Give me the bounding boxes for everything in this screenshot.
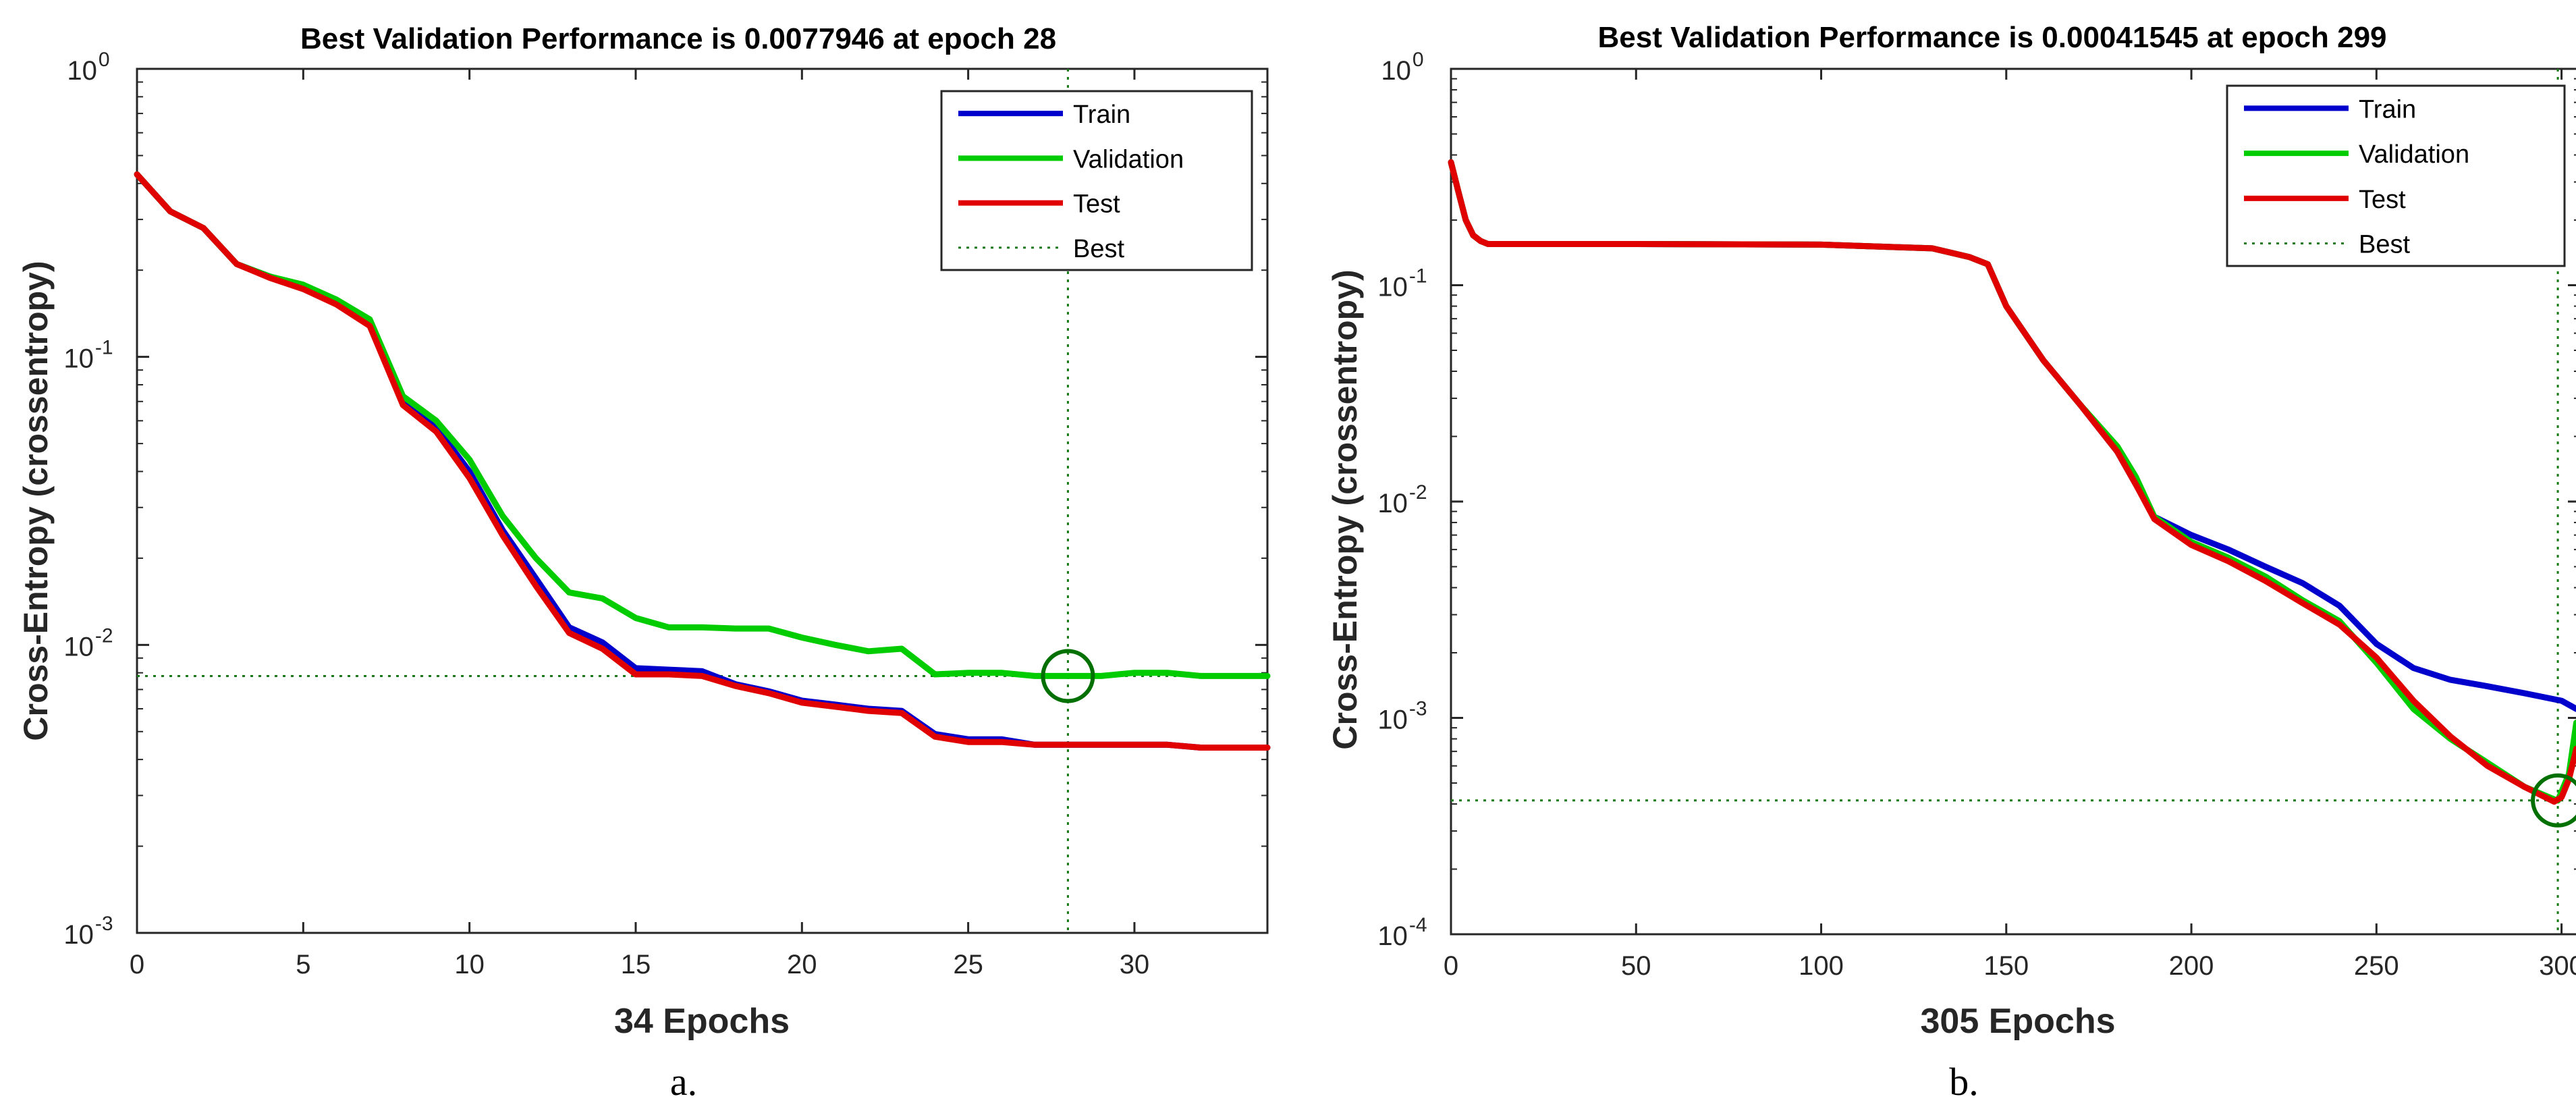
chart-b-x-tick-label: 200 <box>2169 951 2214 981</box>
chart-b-legend-label-train: Train <box>2359 95 2416 124</box>
chart-a-caption: a. <box>670 1060 697 1103</box>
chart-b-x-tick-label: 100 <box>1799 951 1844 981</box>
chart-a-x-tick-label: 20 <box>787 950 817 979</box>
chart-b-x-tick-label: 150 <box>1983 951 2029 981</box>
chart-b-caption: b. <box>1949 1060 1979 1103</box>
chart-b-title: Best Validation Performance is 0.0004154… <box>1597 21 2386 54</box>
chart-b-x-tick-label: 0 <box>1444 951 1458 981</box>
chart-b-y-axis-label: Cross-Entropy (crossentropy) <box>1326 269 1364 749</box>
chart-a-legend: Train Validation Test Best <box>940 90 1253 271</box>
chart-b-x-axis-label: 305 Epochs <box>1920 1002 2115 1041</box>
chart-b-legend: Train Validation Test Best <box>2226 84 2566 267</box>
chart-a-plot-content: 0 5 10 15 20 25 3010010-110-210-3TrainValidati… <box>63 49 1271 979</box>
chart-b-best-marker <box>2531 773 2576 828</box>
chart-a-x-tick-label: 25 <box>953 950 983 979</box>
chart-a-title: Best Validation Performance is 0.0077946… <box>300 22 1056 55</box>
chart-a-series-test <box>134 171 1271 751</box>
chart-a-x-tick-label: 5 <box>296 950 310 979</box>
chart-a-legend-label-best: Best <box>1073 235 1124 263</box>
chart-a-x-tick-label: 0 <box>130 950 144 979</box>
chart-a-y-axis-label: Cross-Entropy (crossentropy) <box>17 261 55 741</box>
chart-a-x-tick-label: 30 <box>1120 950 1150 979</box>
chart-b-series-test <box>1448 159 2576 805</box>
chart-a: Best Validation Performance is 0.0077946… <box>17 22 1271 1103</box>
chart-a-legend-label-train: Train <box>1073 101 1130 129</box>
chart-b-x-tick-label: 250 <box>2354 951 2399 981</box>
chart-b: Best Validation Performance is 0.0004154… <box>1326 21 2576 1103</box>
chart-a-x-axis-label: 34 Epochs <box>614 1002 790 1041</box>
chart-b-plot-content: 05010015020025030010010-110-210-310-4Tra… <box>1377 49 2576 981</box>
chart-a-legend-box <box>940 90 1253 271</box>
chart-b-legend-box <box>2226 84 2566 267</box>
chart-b-x-tick-label: 50 <box>1621 951 1651 981</box>
chart-b-x-tick-label: 300 <box>2539 951 2576 981</box>
chart-b-legend-label-best: Best <box>2359 231 2410 259</box>
chart-a-legend-label-validation: Validation <box>1073 145 1184 173</box>
chart-b-legend-label-validation: Validation <box>2359 140 2469 169</box>
chart-a-x-tick-label: 10 <box>454 950 485 979</box>
chart-a-x-tick-label: 15 <box>621 950 651 979</box>
chart-a-legend-label-test: Test <box>1073 190 1120 219</box>
chart-b-legend-label-test: Test <box>2359 186 2406 214</box>
chart-a-series-validation <box>134 171 1271 679</box>
chart-a-best-marker <box>1041 649 1095 703</box>
